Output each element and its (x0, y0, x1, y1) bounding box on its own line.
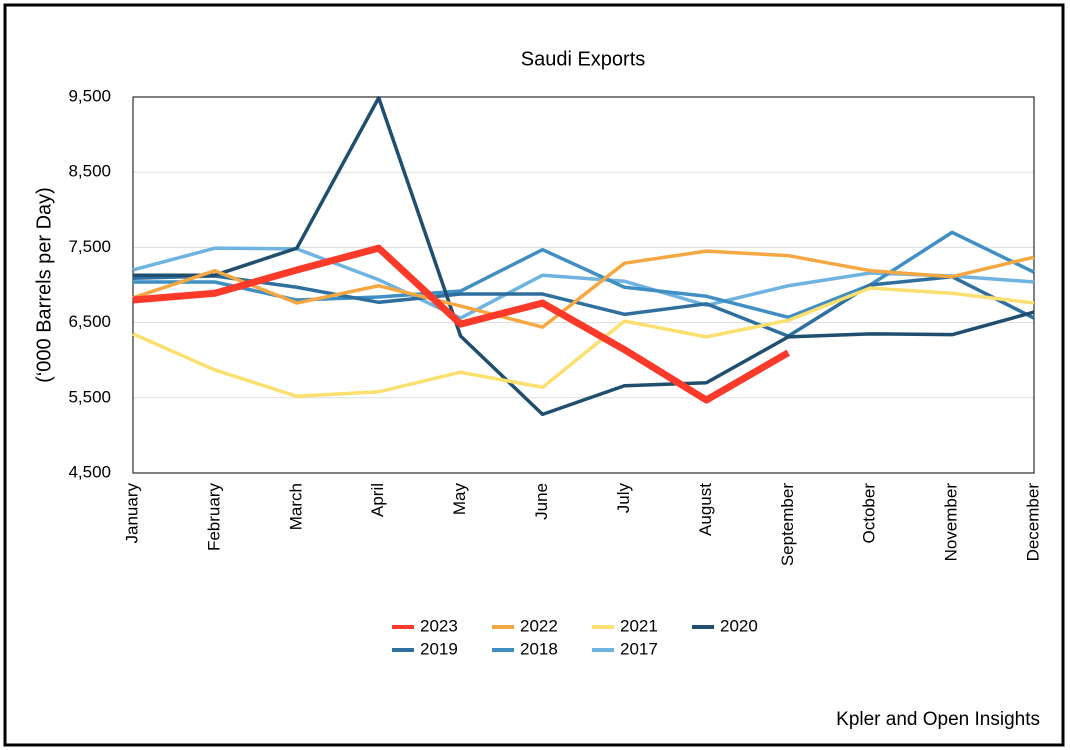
x-tick-label: September (778, 483, 797, 566)
legend-label: 2022 (520, 616, 558, 635)
legend-label: 2017 (620, 639, 658, 658)
y-tick-label: 9,500 (68, 86, 111, 105)
x-tick-label: January (122, 483, 141, 544)
y-tick-label: 6,500 (68, 312, 111, 331)
series-line (132, 244, 791, 404)
x-tick-label: April (368, 483, 387, 517)
chart-title: Saudi Exports (521, 48, 646, 70)
y-tick-label: 7,500 (68, 237, 111, 256)
y-tick-label: 5,500 (68, 387, 111, 406)
plot-border (132, 96, 1035, 474)
x-tick-label: February (204, 483, 223, 552)
x-tick-label: May (450, 483, 469, 516)
x-tick-label: October (860, 483, 879, 544)
y-tick-label: 8,500 (68, 162, 111, 181)
y-axis-label: (‘000 Barrels per Day) (33, 187, 55, 383)
legend-label: 2020 (720, 616, 758, 635)
legend-label: 2021 (620, 616, 658, 635)
source: Kpler and Open Insights (836, 709, 1040, 730)
series-line (132, 249, 1035, 329)
series-line (132, 286, 1035, 399)
x-tick-label: August (696, 483, 715, 536)
legend-label: 2023 (420, 616, 458, 635)
series-line (132, 274, 1035, 338)
series-line (133, 96, 1035, 417)
x-tick-label: December (1023, 483, 1042, 562)
x-tick-label: March (286, 483, 305, 530)
y-tick-label: 4,500 (68, 462, 111, 481)
x-tick-label: June (532, 483, 551, 520)
legend-label: 2019 (420, 639, 458, 658)
x-tick-label: November (942, 483, 961, 562)
legend-label: 2018 (520, 639, 558, 658)
x-tick-label: July (614, 483, 633, 514)
